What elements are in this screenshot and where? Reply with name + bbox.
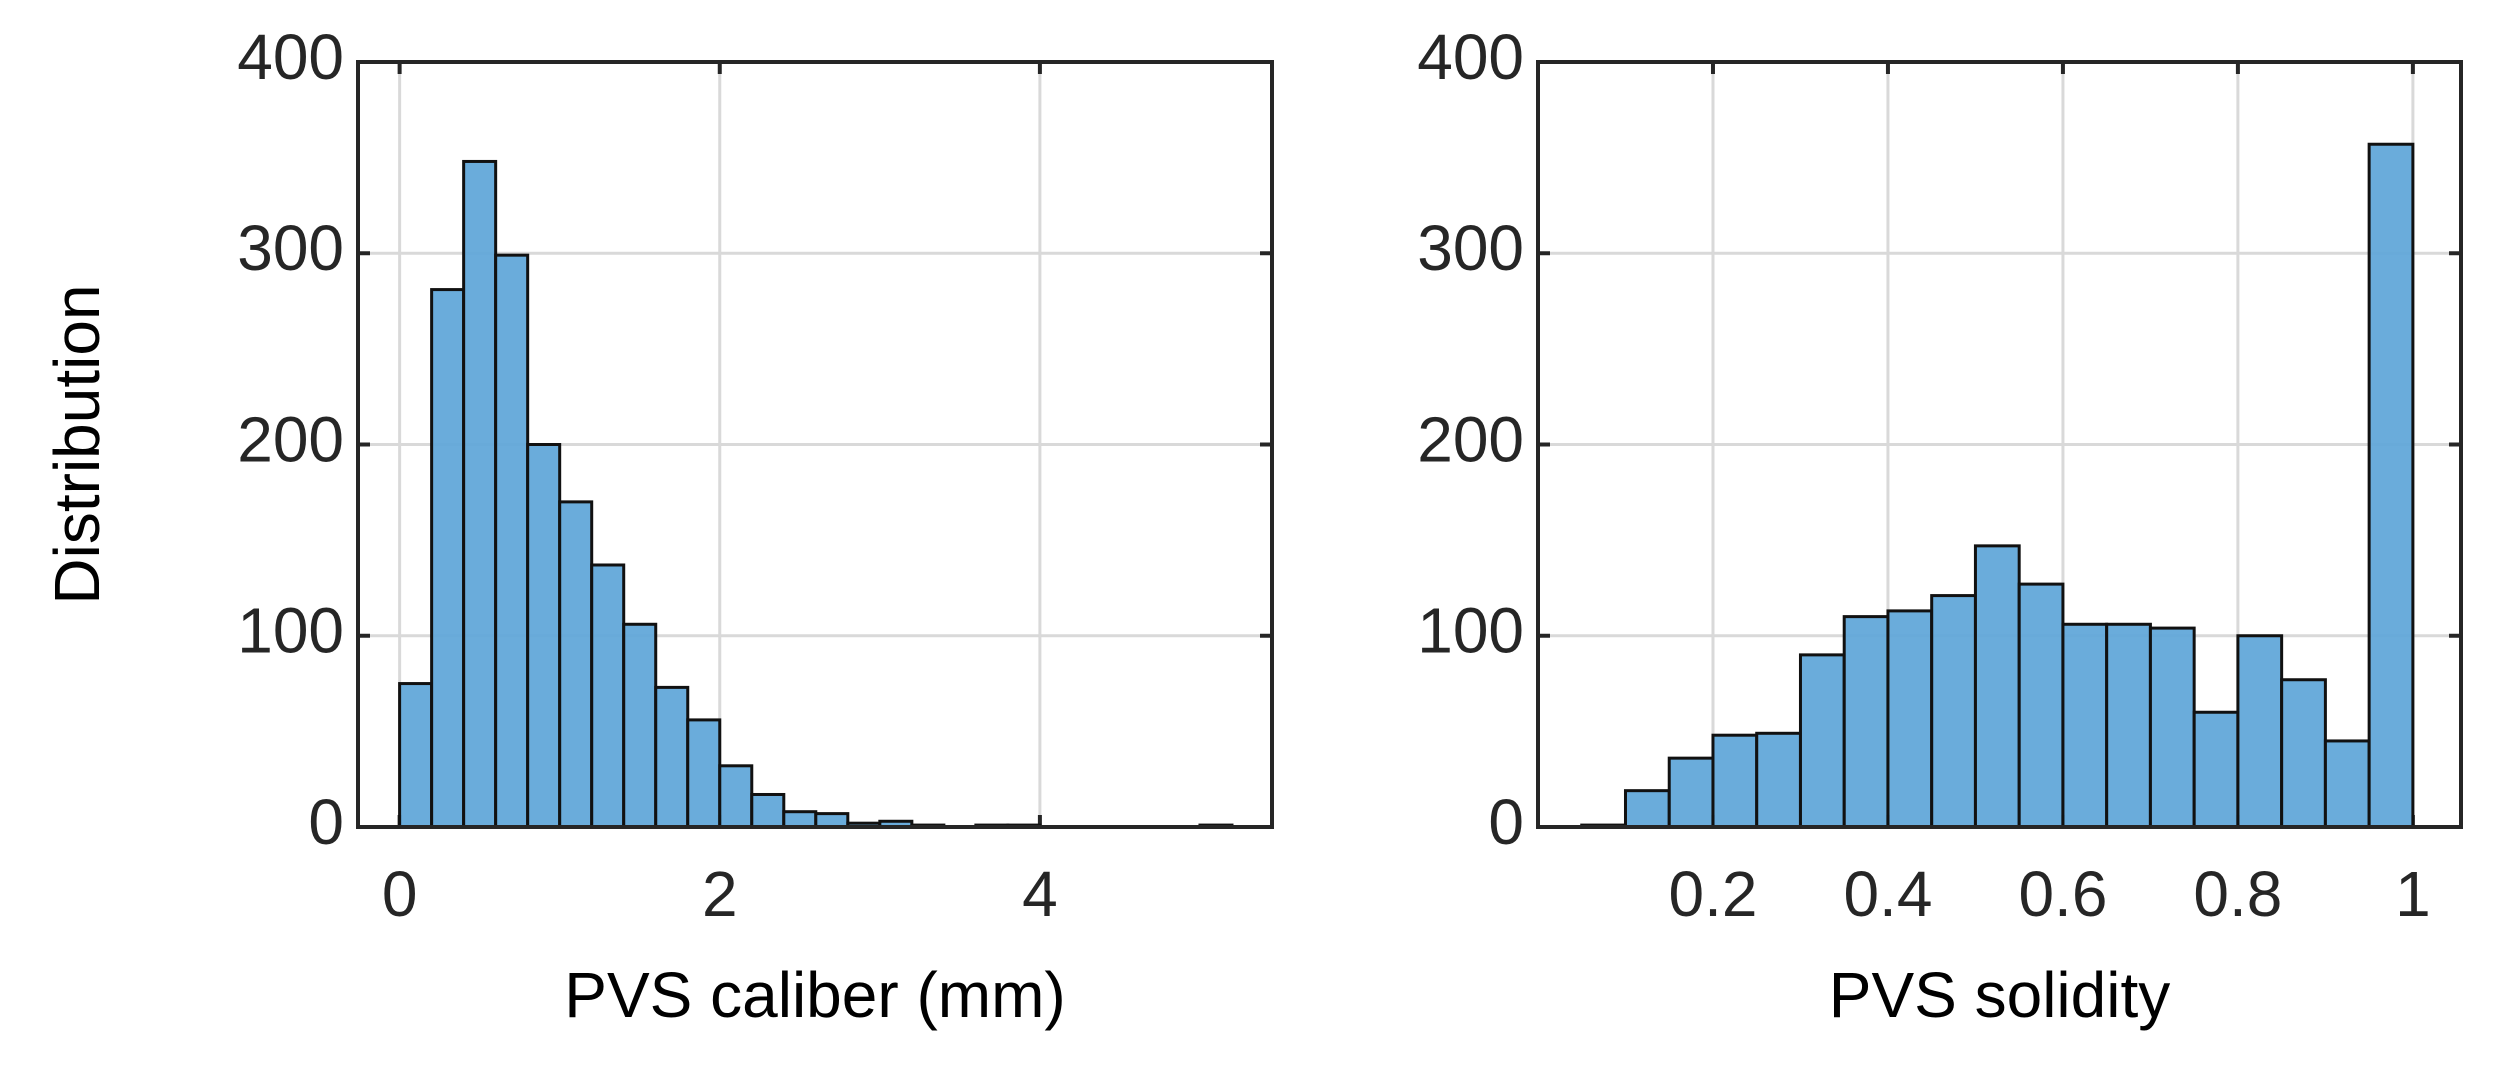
x-axis-label: PVS solidity	[1829, 959, 2170, 1031]
bar	[1711, 733, 1759, 829]
bar	[2192, 710, 2240, 829]
bar	[2367, 142, 2415, 829]
y-tick-label: 200	[1417, 403, 1524, 475]
x-tick-label: 0.6	[2018, 858, 2107, 930]
x-axis-label: PVS caliber (mm)	[564, 959, 1065, 1031]
bar	[782, 810, 818, 829]
bar	[430, 288, 466, 829]
bar	[1842, 615, 1890, 829]
bar	[2105, 622, 2152, 829]
bar	[590, 563, 626, 829]
x-tick-label: 0.8	[2193, 858, 2282, 930]
bar	[2323, 739, 2371, 829]
bar	[2148, 626, 2196, 829]
bar	[1623, 789, 1671, 829]
x-tick-label: 2	[702, 858, 738, 930]
y-axis-label: Distribution	[41, 284, 113, 604]
y-tick-label: 400	[237, 21, 344, 93]
bar	[1798, 653, 1846, 829]
bar	[622, 622, 658, 829]
bar	[1930, 594, 1977, 829]
x-tick-label: 0.2	[1668, 858, 1757, 930]
y-tick-label: 400	[1417, 21, 1524, 93]
y-tick-label: 0	[308, 786, 344, 858]
x-tick-label: 1	[2395, 858, 2431, 930]
x-tick-label: 0	[382, 858, 418, 930]
bar	[2017, 582, 2065, 829]
y-tick-label: 100	[237, 595, 344, 667]
bar	[1973, 544, 2021, 829]
plot-frame	[356, 60, 1274, 829]
y-tick-label: 300	[1417, 212, 1524, 284]
bar	[398, 682, 434, 829]
bar	[686, 718, 722, 829]
bar	[462, 159, 498, 829]
x-tick-label: 4	[1022, 858, 1058, 930]
bar	[1667, 756, 1715, 829]
plot-frame	[1536, 60, 2463, 829]
y-tick-label: 0	[1488, 786, 1524, 858]
bar	[718, 764, 754, 829]
bar	[2280, 678, 2327, 829]
bar	[494, 253, 530, 829]
bar	[2236, 634, 2284, 829]
bar	[2061, 622, 2109, 829]
bar	[558, 500, 594, 829]
x-tick-label: 0.4	[1843, 858, 1932, 930]
bar	[1886, 609, 1934, 829]
y-tick-label: 300	[237, 212, 344, 284]
bar	[526, 443, 562, 829]
bar	[654, 685, 690, 829]
y-tick-label: 100	[1417, 595, 1524, 667]
y-tick-label: 200	[237, 403, 344, 475]
bar	[750, 792, 786, 829]
bar	[814, 812, 850, 829]
bar	[1755, 731, 1802, 829]
